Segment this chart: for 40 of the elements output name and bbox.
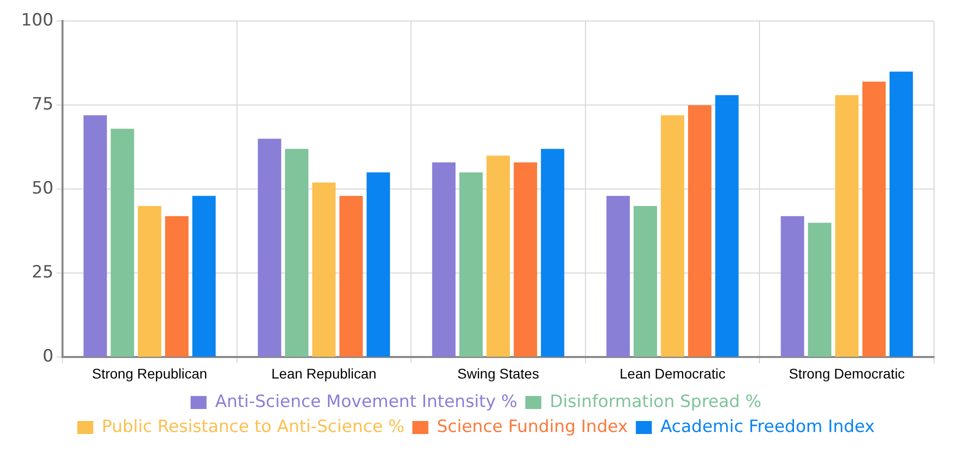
y-tick-label: 100 [20,10,54,31]
y-tick-label: 75 [32,94,54,115]
bar [780,216,804,357]
bar [486,156,510,357]
legend-label: Academic Freedom Index [660,416,875,437]
y-tick-label: 0 [42,346,54,367]
bar [312,182,336,357]
bar [84,115,107,357]
bar [606,196,630,357]
bar [285,148,308,357]
bar [715,95,739,357]
bar [165,216,188,357]
legend-label: Disinformation Spread % [550,392,762,412]
y-tick-label: 25 [32,262,54,283]
bar [688,105,712,357]
bar [835,95,859,357]
bar [110,128,134,357]
legend-label: Science Funding Index [436,416,628,437]
bar [514,162,538,357]
bar [890,72,913,357]
bar [634,206,658,357]
bar [192,196,216,357]
x-tick-label: Lean Democratic [620,365,726,382]
bar [432,162,456,357]
x-tick-label: Strong Democratic [788,365,905,382]
bar [339,196,363,357]
bar [459,172,483,357]
bar [660,115,684,357]
bar [808,222,832,357]
bar [258,138,282,357]
legend-label: Anti-Science Movement Intensity % [215,392,518,412]
x-tick-label: Swing States [457,365,540,382]
bar [366,172,390,357]
y-tick-label: 50 [32,178,54,199]
legend-label: Public Resistance to Anti-Science % [102,416,404,437]
x-tick-label: Lean Republican [271,365,376,382]
bar [138,206,162,357]
bar [862,82,886,357]
x-tick-label: Strong Republican [92,365,208,382]
bar [540,148,564,357]
